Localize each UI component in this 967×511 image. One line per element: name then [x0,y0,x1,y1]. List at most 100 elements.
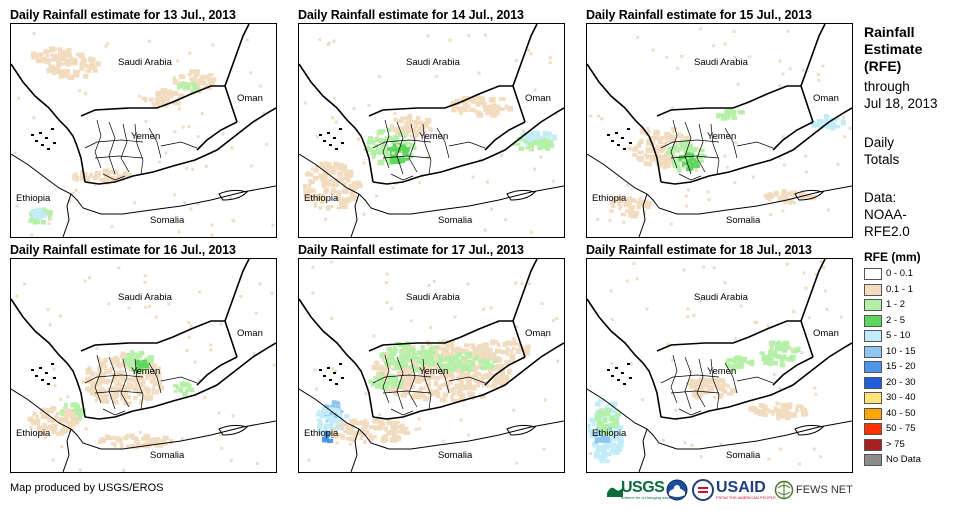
label-saudi-arabia: Saudi Arabia [694,57,748,68]
legend-label: 5 - 10 [886,330,911,341]
noaa-logo [666,479,688,501]
legend-totals-line-2: Totals [864,152,900,167]
label-ethiopia: Ethiopia [16,428,51,439]
panel-title-6: Daily Rainfall estimate for 18 Jul., 201… [586,243,812,257]
panel-title-5: Daily Rainfall estimate for 17 Jul., 201… [298,243,524,257]
basemap-borders [587,24,852,237]
map-panel-1: Saudi Arabia Oman Yemen Ethiopia Somalia [10,23,277,238]
usgs-wordmark: USGS [621,479,665,496]
legend-through: through [864,79,910,94]
noaa-seal-icon [666,479,688,501]
label-somalia: Somalia [150,215,185,226]
legend-item: 1 - 2 [864,299,905,311]
rainfall-layer [303,33,558,234]
label-somalia: Somalia [150,450,185,461]
label-oman: Oman [237,328,263,339]
legend-item: No Data [864,454,921,466]
panel-title-3: Daily Rainfall estimate for 15 Jul., 201… [586,8,812,22]
legend-heading-line-3: (RFE) [864,58,902,74]
legend-label: 10 - 15 [886,345,916,357]
legend-item: 2 - 5 [864,314,906,327]
map-panel-3: Saudi Arabia Oman Yemen Ethiopia Somalia [586,23,853,238]
label-ethiopia: Ethiopia [592,193,627,204]
legend-swatch [864,407,882,420]
legend-swatch [864,454,882,466]
basemap-borders [11,259,276,472]
label-saudi-arabia: Saudi Arabia [694,292,748,303]
legend-data-line-3: RFE2.0 [864,224,910,239]
basemap-borders [587,259,852,472]
panel-title-2: Daily Rainfall estimate for 14 Jul., 201… [298,8,524,22]
legend-swatch [864,392,882,404]
panel-title-4: Daily Rainfall estimate for 16 Jul., 201… [10,243,236,257]
legend-heading-line-2: Estimate [864,41,923,57]
label-oman: Oman [237,93,263,104]
panel-title-1: Daily Rainfall estimate for 13 Jul., 201… [10,8,236,22]
legend-label: 0.1 - 1 [886,283,913,295]
label-yemen: Yemen [131,366,161,377]
legend-heading-line-1: Rainfall [864,24,915,40]
label-oman: Oman [525,328,551,339]
map-panel-4: Saudi Arabia Oman Yemen Ethiopia Somalia [10,258,277,473]
legend-item: 30 - 40 [864,392,916,404]
rainfall-layer [13,32,275,237]
label-saudi-arabia: Saudi Arabia [118,292,172,303]
legend-label: 50 - 75 [886,423,916,434]
legend-swatch [864,283,882,296]
legend-swatch [864,376,882,389]
legend-item: 20 - 30 [864,376,916,389]
legend-swatch [864,314,882,327]
label-yemen: Yemen [419,131,449,142]
label-somalia: Somalia [726,450,761,461]
label-ethiopia: Ethiopia [16,193,51,204]
legend-item: 10 - 15 [864,345,916,358]
rainfall-layer [15,266,276,472]
label-oman: Oman [813,93,839,104]
label-yemen: Yemen [707,131,737,142]
legend-end-date: Jul 18, 2013 [864,96,938,111]
legend-item: 50 - 75 [864,423,916,435]
label-ethiopia: Ethiopia [592,428,627,439]
legend-item: 0 - 0.1 [864,268,913,280]
basemap-borders [299,259,564,472]
label-saudi-arabia: Saudi Arabia [406,292,460,303]
label-oman: Oman [813,328,839,339]
legend-item: 40 - 50 [864,407,916,420]
map-panel-2: Saudi Arabia Oman Yemen Ethiopia Somalia [298,23,565,238]
legend-label: 2 - 5 [886,314,906,326]
legend-item: 0.1 - 1 [864,283,913,296]
legend-swatch [864,330,882,342]
usaid-seal [692,479,714,501]
legend-swatch [864,361,882,373]
legend-label: 15 - 20 [886,361,916,372]
legend-label: 0 - 0.1 [886,268,913,279]
map-credit: Map produced by USGS/EROS [10,482,164,494]
label-ethiopia: Ethiopia [304,428,339,439]
fewsnet-wordmark: FEWS NET [796,484,853,496]
legend-label: > 75 [886,438,905,450]
rainfall-layer [589,27,852,226]
label-yemen: Yemen [131,131,161,142]
legend-data-line-2: NOAA- [864,207,907,222]
label-yemen: Yemen [707,366,737,377]
legend-swatch [864,423,882,435]
legend-swatch [864,299,882,311]
basemap-borders [299,24,564,237]
rainfall-layer [587,260,843,466]
legend-data-line-1: Data: [864,190,897,205]
legend-item: 5 - 10 [864,330,910,342]
label-ethiopia: Ethiopia [304,193,339,204]
legend-label: 20 - 30 [886,376,916,388]
map-panel-6: Saudi Arabia Oman Yemen Ethiopia Somalia [586,258,853,473]
label-somalia: Somalia [438,450,473,461]
legend-swatch [864,438,882,451]
label-somalia: Somalia [438,215,473,226]
label-yemen: Yemen [419,366,449,377]
legend-rfe-title: RFE (mm) [864,250,921,264]
label-saudi-arabia: Saudi Arabia [406,57,460,68]
rainfall-layer [307,260,560,465]
legend-totals-line-1: Daily [864,135,895,150]
usgs-wave-icon [607,487,623,497]
map-panel-5: Saudi Arabia Oman Yemen Ethiopia Somalia [298,258,565,473]
legend-swatch [864,345,882,358]
